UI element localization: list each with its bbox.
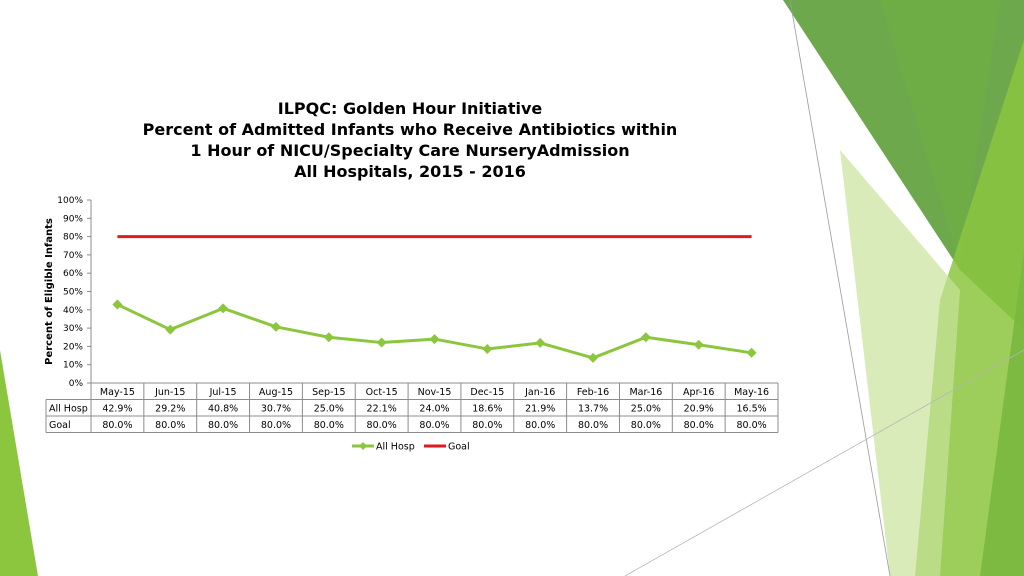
x-tick-label: Jan-16 [524,387,555,398]
data-point-marker [429,334,440,345]
legend-marker [359,442,367,450]
y-tick-label: 100% [57,196,83,206]
data-point-marker [323,332,334,343]
x-tick-label: May-15 [100,387,135,398]
x-tick-label: Oct-15 [366,387,398,398]
data-label: 80.0% [102,420,132,431]
x-tick-label: Feb-16 [577,387,609,398]
data-label: 21.9% [525,404,555,415]
right-bottom-green-shape [980,250,1024,576]
data-point-marker [165,324,176,335]
x-tick-label: Mar-16 [629,387,662,398]
data-label: 30.7% [261,404,291,415]
table-row-header: All Hosp [49,404,88,415]
y-tick-label: 70% [63,251,83,261]
chart-title-line: ILPQC: Golden Hour Initiative [277,99,543,118]
data-label: 40.8% [208,404,238,415]
data-point-marker [218,303,229,314]
x-tick-label: Aug-15 [259,387,293,398]
data-label: 80.0% [525,420,555,431]
data-label: 13.7% [578,404,608,415]
data-point-marker [112,299,123,310]
chart-title-line: Percent of Admitted Infants who Receive … [142,120,678,139]
data-label: 25.0% [314,404,344,415]
data-label: 42.9% [102,404,132,415]
data-point-marker [693,339,704,350]
data-point-marker [640,332,651,343]
data-label: 20.9% [684,404,714,415]
data-label: 80.0% [155,420,185,431]
y-tick-label: 20% [63,342,83,352]
series-line-all-hosp [116,303,752,360]
data-label: 80.0% [684,420,714,431]
x-tick-label: Jul-15 [209,387,237,398]
y-tick-label: 80% [63,233,83,243]
data-label: 16.5% [736,404,766,415]
y-tick-label: 60% [63,269,83,279]
data-label: 80.0% [736,420,766,431]
x-tick-label: Sep-15 [312,387,345,398]
right-pale-green-shape [840,150,960,576]
y-tick-label: 10% [63,361,83,371]
legend-label: All Hosp [376,442,415,453]
data-label: 80.0% [631,420,661,431]
chart-title-line: All Hospitals, 2015 - 2016 [294,162,526,181]
x-tick-label: May-16 [734,387,769,398]
y-tick-label: 0% [69,379,84,389]
y-tick-label: 90% [63,214,83,224]
x-tick-label: Jun-15 [154,387,185,398]
chart-title-line: 1 Hour of NICU/Specialty Care NurseryAdm… [190,141,630,160]
data-label: 29.2% [155,404,185,415]
data-label: 80.0% [578,420,608,431]
y-axis-label: Percent of Eligible Infants [44,218,55,365]
left-green-shape [0,350,38,576]
data-point-marker [535,337,546,348]
data-point-marker [482,343,493,354]
data-point-marker [376,337,387,348]
data-label: 80.0% [208,420,238,431]
data-label: 24.0% [419,404,449,415]
x-tick-label: Dec-15 [470,387,504,398]
table-row-header: Goal [49,420,71,431]
data-label: 80.0% [367,420,397,431]
decorative-line [624,349,1024,576]
y-tick-label: 50% [63,288,83,298]
x-tick-label: Apr-16 [683,387,714,398]
data-point-marker [746,347,757,358]
decorative-line [789,0,891,576]
data-point-marker [588,352,599,363]
data-label: 22.1% [367,404,397,415]
data-label: 80.0% [472,420,502,431]
right-mid-green-shape [880,0,1000,265]
chart-title: ILPQC: Golden Hour Initiative Percent of… [100,98,720,182]
y-tick-label: 30% [63,324,83,334]
legend-label: Goal [448,442,470,453]
x-tick-label: Nov-15 [418,387,452,398]
data-label: 25.0% [631,404,661,415]
data-label: 80.0% [261,420,291,431]
data-point-marker [270,321,281,332]
data-label: 80.0% [314,420,344,431]
data-label: 80.0% [419,420,449,431]
y-tick-label: 40% [63,306,83,316]
data-label: 18.6% [472,404,502,415]
